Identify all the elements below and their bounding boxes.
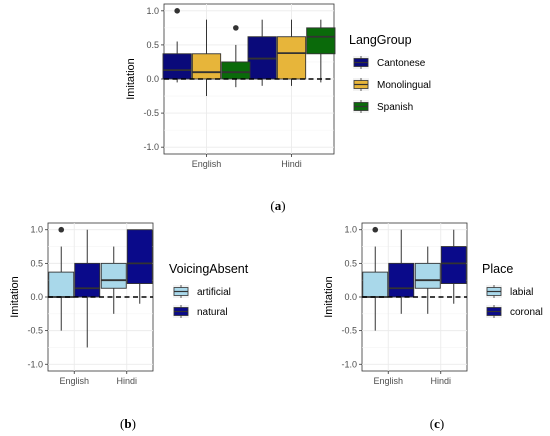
y-tick-label: 0.0 [30, 292, 43, 302]
box-iqr [306, 27, 336, 55]
legend-a: LangGroup Cantonese Monolingual Spanish [349, 33, 431, 113]
y-axis-label: Imitation [125, 58, 137, 100]
y-tick-label: 0.5 [344, 258, 357, 268]
box-spanish-english [221, 25, 251, 88]
box-cantonese-english [162, 8, 192, 83]
x-tick-label: Hindi [116, 376, 137, 386]
box-iqr [276, 36, 307, 80]
legend-title: Place [482, 262, 513, 276]
x-tick-label: Hindi [430, 376, 451, 386]
y-tick-label: -0.5 [341, 326, 357, 336]
y-tick-label: 0.5 [30, 258, 43, 268]
box-labial-hindi [414, 246, 441, 314]
box-iqr [191, 53, 222, 80]
x-tick-label: English [59, 376, 89, 386]
box-iqr [74, 262, 101, 298]
y-tick-label: -1.0 [143, 142, 159, 152]
y-tick-label: 0.5 [146, 40, 159, 50]
box-iqr [126, 229, 153, 284]
y-tick-label: 0.0 [344, 292, 357, 302]
box-natural-english [74, 229, 101, 348]
y-tick-label: 1.0 [146, 6, 159, 16]
box-iqr [221, 61, 251, 80]
legend-entry-cantonese: Cantonese [377, 58, 426, 69]
y-tick-label: 1.0 [344, 225, 357, 235]
legend-title: LangGroup [349, 33, 412, 47]
outlier-point [174, 8, 180, 14]
box-spanish-hindi [306, 19, 336, 83]
box-coronal-english [388, 229, 415, 314]
caption-b: (b) [120, 416, 136, 431]
box-artificial-hindi [100, 246, 127, 314]
chart-a: -1.0 -0.5 0.0 0.5 1.0 English Hindi Imitation La… [125, 3, 431, 213]
y-axis-label: Imitation [9, 276, 21, 318]
y-tick-label: -0.5 [27, 326, 43, 336]
box-iqr [100, 262, 127, 289]
chart-b: -1.0 -0.5 0.0 0.5 1.0 English Hindi Imitation Vo… [9, 222, 249, 431]
legend-entry-monolingual: Monolingual [377, 80, 431, 91]
x-tick-label: English [373, 376, 403, 386]
box-iqr [388, 262, 415, 298]
legend-title: VoicingAbsent [169, 262, 249, 276]
y-tick-label: -0.5 [143, 108, 159, 118]
y-tick-label: -1.0 [341, 359, 357, 369]
legend-c: Place labial coronal [482, 262, 543, 318]
legend-entry-natural: natural [197, 307, 228, 318]
outlier-point [372, 226, 379, 233]
box-iqr [362, 271, 389, 298]
caption-a: (a) [270, 198, 285, 213]
outlier-point [58, 226, 65, 233]
legend-b: VoicingAbsent artificial natural [169, 262, 249, 318]
x-tick-label: Hindi [281, 159, 302, 169]
y-tick-label: -1.0 [27, 359, 43, 369]
x-tick-label: English [192, 159, 222, 169]
box-coronal-hindi [440, 229, 467, 304]
caption-c: (c) [430, 416, 444, 431]
legend-entry-coronal: coronal [510, 307, 543, 318]
y-axis-label: Imitation [323, 276, 335, 318]
legend-entry-labial: labial [510, 287, 533, 298]
y-tick-label: 1.0 [30, 225, 43, 235]
box-iqr [48, 271, 75, 298]
box-artificial-english [48, 226, 75, 331]
legend-entry-artificial: artificial [197, 287, 231, 298]
box-iqr [414, 262, 441, 289]
box-cantonese-hindi [247, 19, 277, 86]
legend-entry-spanish: Spanish [377, 102, 413, 113]
box-iqr [162, 53, 192, 80]
outlier-point [233, 25, 239, 31]
y-tick-label: 0.0 [146, 74, 159, 84]
chart-c: -1.0 -0.5 0.0 0.5 1.0 English Hindi Imitation Pl… [323, 222, 543, 431]
box-natural-hindi [126, 229, 153, 304]
box-iqr [440, 246, 467, 284]
